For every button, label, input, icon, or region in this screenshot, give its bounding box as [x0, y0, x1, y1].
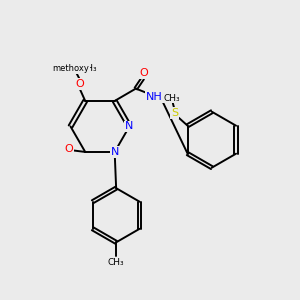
Text: S: S: [171, 108, 178, 118]
Text: O: O: [65, 144, 74, 154]
Text: N: N: [125, 122, 134, 131]
Text: N: N: [110, 147, 119, 157]
Text: CH₃: CH₃: [163, 94, 180, 103]
Text: O: O: [140, 68, 148, 78]
Text: NH: NH: [146, 92, 163, 102]
Text: O: O: [75, 79, 84, 89]
Text: methoxy: methoxy: [52, 64, 89, 73]
Text: CH₃: CH₃: [108, 258, 124, 267]
Text: CH₃: CH₃: [81, 64, 98, 73]
